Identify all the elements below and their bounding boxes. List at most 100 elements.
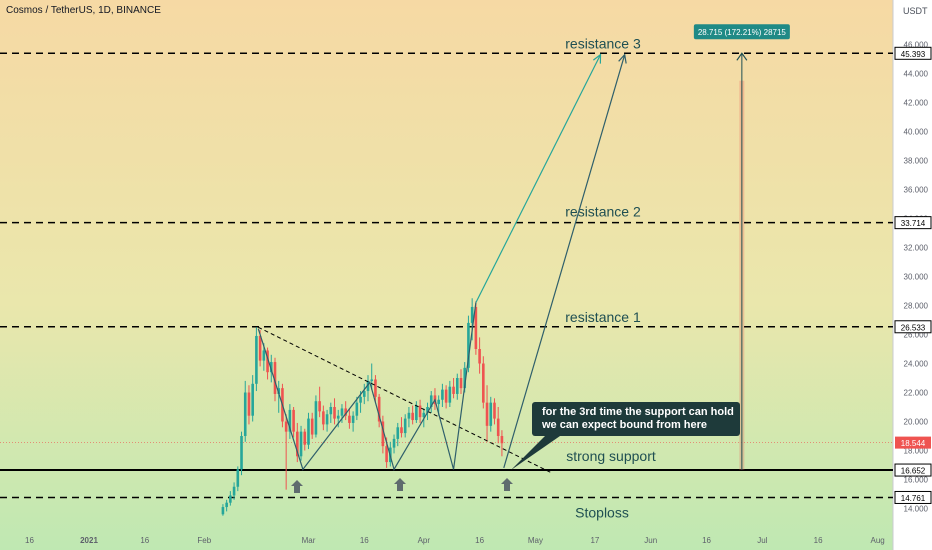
candle-body	[429, 395, 433, 407]
level-price-tag	[894, 216, 932, 230]
candle-body	[441, 389, 444, 400]
candle-body	[385, 446, 388, 463]
candle-body	[444, 389, 448, 403]
candle-body	[296, 431, 299, 457]
candle-body	[452, 386, 455, 394]
candle-body	[307, 418, 310, 445]
descending-trendline	[258, 326, 551, 473]
y-tick-label: 16.000	[904, 476, 929, 485]
candle-body	[396, 427, 400, 439]
y-tick-label: 26.000	[904, 331, 929, 340]
candle-body	[493, 402, 496, 419]
callout-pointer	[511, 436, 560, 470]
candle-body	[240, 436, 243, 470]
candle-body	[381, 421, 385, 447]
candle-body	[377, 396, 381, 422]
y-tick-label: 40.000	[904, 128, 929, 137]
projection-arrow-teal-head	[592, 53, 602, 64]
candle-body	[359, 396, 362, 403]
candle-body	[247, 392, 251, 416]
y-tick-label: 42.000	[904, 99, 929, 108]
candle-body	[236, 469, 240, 487]
candle-body	[318, 401, 321, 412]
x-tick-label: 16	[702, 536, 711, 545]
candle-body	[314, 401, 318, 435]
x-tick-label: 16	[140, 536, 149, 545]
price-axis-background	[893, 0, 932, 550]
candle-body	[310, 418, 314, 435]
candle-body	[400, 427, 403, 434]
candle-body	[266, 350, 269, 373]
candle-body	[277, 388, 281, 394]
candle-body	[322, 411, 325, 425]
candle-body	[407, 412, 411, 419]
candle-body	[329, 407, 333, 415]
level-price-label: 33.714	[901, 219, 926, 228]
y-tick-label: 36.000	[904, 186, 929, 195]
candle-body	[229, 495, 232, 503]
level-name-text: resistance 1	[565, 309, 641, 325]
price-range-arrowhead	[736, 52, 748, 61]
level-name-text: strong support	[566, 448, 656, 464]
support-bounce-arrow	[291, 480, 303, 493]
y-tick-label: 44.000	[904, 70, 929, 79]
candle-body	[392, 438, 396, 448]
callout-line-1: for the 3rd time the support can hold	[542, 406, 734, 418]
candle-body	[403, 418, 407, 434]
candle-body	[418, 405, 422, 418]
projection-arrow-teal	[475, 54, 602, 303]
candle-body	[258, 335, 262, 361]
candle-body	[262, 350, 266, 361]
target-label-text: 28.715 (172.21%) 28715	[698, 28, 787, 37]
candle-body	[355, 402, 359, 416]
candle-body	[269, 362, 273, 373]
level-name-text: Stoploss	[575, 504, 629, 520]
candle-body	[303, 431, 307, 445]
candle-body	[225, 502, 228, 508]
level-price-tag	[894, 463, 932, 477]
candle-body	[426, 407, 429, 413]
candle-body	[411, 412, 414, 421]
candle-body	[340, 408, 344, 416]
level-price-tag	[894, 320, 932, 334]
plot-background	[0, 0, 893, 550]
candle-body	[496, 418, 500, 436]
candle-body	[366, 380, 370, 392]
candle-body	[478, 349, 481, 364]
x-tick-label: 16	[360, 536, 369, 545]
y-tick-label: 20.000	[904, 418, 929, 427]
candle-body	[351, 415, 355, 423]
candle-body	[221, 507, 225, 515]
y-tick-label: 22.000	[904, 389, 929, 398]
y-tick-label: 32.000	[904, 244, 929, 253]
y-tick-label: 28.000	[904, 302, 929, 311]
currency-label: USDT	[903, 6, 928, 16]
level-price-label: 26.533	[901, 323, 926, 332]
candle-body	[336, 415, 340, 419]
candle-body	[489, 402, 493, 426]
candle-body	[232, 486, 236, 496]
level-price-label: 45.393	[901, 50, 926, 59]
x-tick-label: 2021	[80, 536, 98, 545]
candle-body	[344, 408, 347, 416]
x-tick-label: 16	[814, 536, 823, 545]
x-tick-label: Aug	[871, 536, 885, 545]
projection-arrow-dark-head	[618, 53, 627, 64]
current-price-tag	[895, 436, 931, 449]
y-tick-label: 46.000	[904, 41, 929, 50]
x-tick-label: Jul	[757, 536, 767, 545]
candle-body	[485, 402, 489, 426]
support-bounce-arrow	[501, 478, 513, 491]
candle-body	[422, 412, 426, 418]
candle-body	[370, 379, 374, 381]
candle-body	[374, 379, 377, 397]
candle-body	[348, 415, 351, 423]
callout-box	[532, 402, 740, 436]
x-tick-label: 16	[475, 536, 484, 545]
x-tick-label: Jun	[644, 536, 657, 545]
candle-body	[273, 362, 277, 394]
candle-body	[292, 409, 295, 432]
candle-body	[500, 436, 504, 444]
x-tick-label: May	[528, 536, 543, 545]
